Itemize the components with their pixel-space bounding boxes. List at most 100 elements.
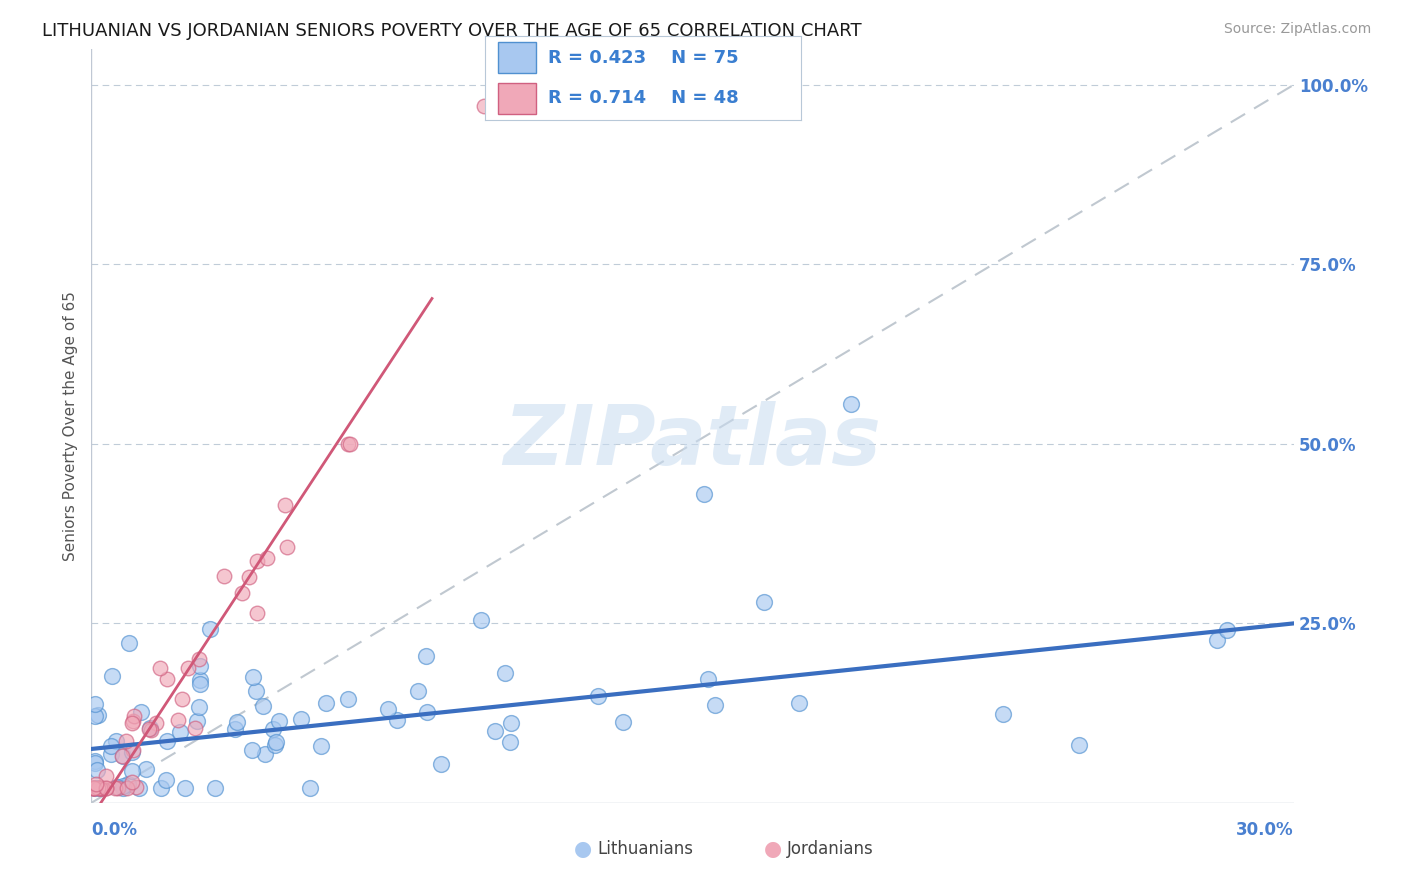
Point — [406, 683, 429, 698]
Point — [82, 781, 104, 796]
Point — [252, 698, 274, 713]
Point — [186, 714, 208, 728]
Point — [121, 743, 143, 757]
Point — [100, 739, 122, 754]
Point — [1216, 623, 1239, 637]
Point — [91, 781, 114, 796]
Point — [188, 651, 211, 665]
Point — [117, 777, 139, 791]
Point — [128, 781, 150, 796]
Point — [200, 622, 222, 636]
Point — [121, 775, 143, 789]
Point — [245, 684, 267, 698]
Point — [94, 781, 117, 796]
Point — [226, 714, 249, 729]
Point — [262, 722, 284, 736]
Point — [991, 707, 1014, 722]
Point — [121, 764, 143, 779]
Point — [339, 437, 361, 451]
Bar — [498, 83, 536, 113]
Point — [122, 709, 145, 723]
Point — [204, 781, 226, 796]
Point — [94, 769, 117, 783]
Point — [703, 698, 725, 712]
Point — [276, 540, 298, 554]
Point — [107, 780, 129, 794]
Point — [240, 743, 263, 757]
Point — [87, 781, 110, 796]
Point — [111, 781, 134, 796]
Point — [169, 724, 191, 739]
Point — [111, 749, 134, 764]
Point — [83, 781, 105, 796]
Point — [94, 781, 117, 796]
Point — [101, 669, 124, 683]
Point — [1069, 738, 1091, 752]
Point — [246, 607, 269, 621]
Bar — [498, 43, 536, 73]
Text: Source: ZipAtlas.com: Source: ZipAtlas.com — [1223, 22, 1371, 37]
Point — [501, 716, 523, 731]
Point — [415, 705, 437, 719]
Point — [117, 636, 139, 650]
Point — [86, 776, 108, 790]
Point — [612, 715, 634, 730]
Point — [174, 781, 197, 796]
Point — [156, 672, 179, 686]
Point — [84, 698, 107, 712]
Point — [787, 696, 810, 710]
Point — [264, 734, 287, 748]
Point — [156, 734, 179, 748]
Point — [415, 649, 437, 664]
Point — [84, 781, 107, 796]
Point — [90, 781, 112, 796]
Point — [89, 781, 111, 796]
Point — [139, 723, 162, 737]
Point — [387, 713, 409, 727]
Point — [111, 749, 134, 764]
Point — [190, 659, 212, 673]
Point — [484, 724, 506, 739]
Point — [588, 689, 610, 703]
Point — [188, 677, 211, 691]
Point — [82, 781, 104, 796]
Point — [470, 613, 492, 627]
Point — [337, 692, 360, 706]
Point — [841, 397, 863, 411]
Point — [115, 781, 138, 796]
Text: ●: ● — [575, 839, 592, 859]
Point — [89, 781, 111, 796]
Point — [183, 721, 205, 735]
Point — [315, 696, 337, 710]
Point — [472, 99, 495, 113]
Point — [90, 781, 112, 796]
Point — [135, 762, 157, 776]
Point — [224, 722, 246, 736]
Point — [336, 437, 359, 451]
Point — [298, 781, 321, 796]
Point — [100, 747, 122, 761]
Point — [274, 498, 297, 512]
Point — [121, 716, 143, 731]
Text: LITHUANIAN VS JORDANIAN SENIORS POVERTY OVER THE AGE OF 65 CORRELATION CHART: LITHUANIAN VS JORDANIAN SENIORS POVERTY … — [42, 22, 862, 40]
Point — [129, 705, 152, 719]
Point — [264, 738, 287, 752]
Point — [121, 745, 143, 759]
Point — [125, 780, 148, 794]
Point — [238, 570, 260, 584]
Point — [696, 673, 718, 687]
Point — [155, 772, 177, 787]
Text: R = 0.423    N = 75: R = 0.423 N = 75 — [548, 49, 740, 67]
Point — [377, 702, 399, 716]
Text: Jordanians: Jordanians — [787, 840, 875, 858]
Y-axis label: Seniors Poverty Over the Age of 65: Seniors Poverty Over the Age of 65 — [62, 291, 77, 561]
Point — [84, 754, 107, 768]
Point — [253, 747, 276, 761]
Point — [86, 763, 108, 777]
Point — [172, 691, 194, 706]
Point — [145, 716, 167, 731]
Point — [188, 673, 211, 687]
Point — [89, 781, 111, 796]
Point — [494, 666, 516, 681]
Point — [754, 595, 776, 609]
